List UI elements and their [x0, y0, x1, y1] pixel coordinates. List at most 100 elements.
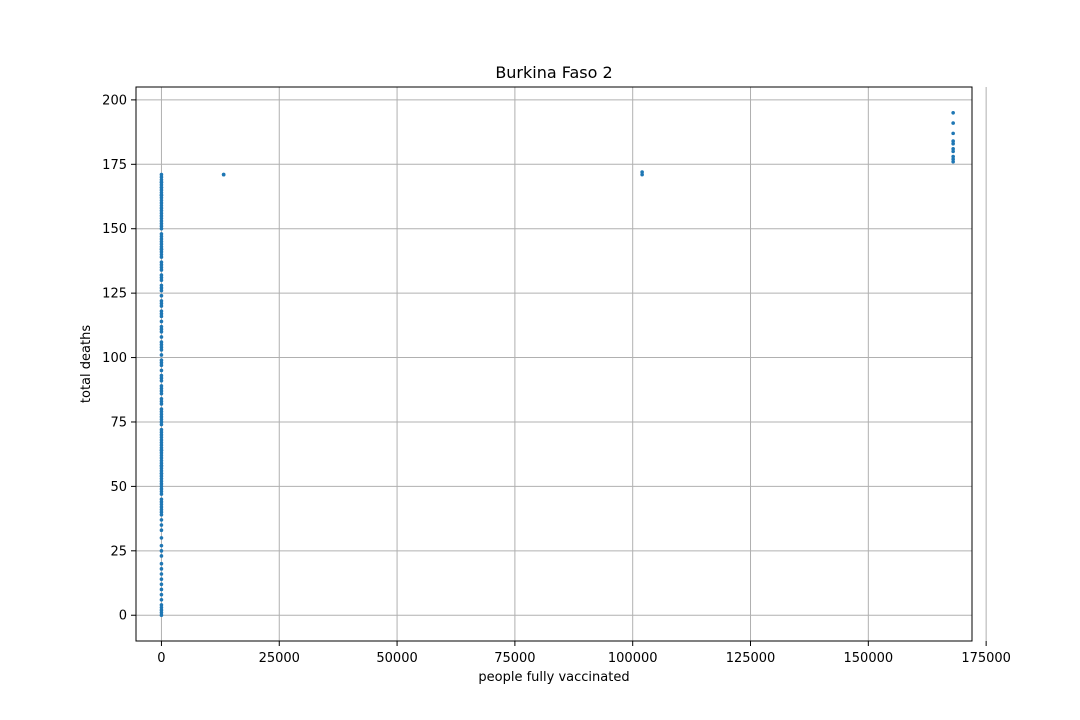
data-point — [159, 319, 164, 324]
data-point — [159, 507, 164, 512]
data-point — [159, 445, 164, 450]
grid-lines — [136, 87, 987, 641]
data-point — [159, 273, 164, 277]
data-point — [159, 536, 164, 540]
data-point — [159, 198, 164, 203]
data-point — [159, 422, 164, 427]
data-point — [159, 196, 164, 200]
data-point — [159, 409, 164, 414]
data-point — [159, 476, 164, 481]
data-point — [159, 353, 164, 357]
data-point — [159, 324, 164, 329]
data-point — [159, 603, 164, 607]
data-point — [951, 154, 955, 159]
data-point — [159, 211, 164, 216]
data-point — [159, 299, 164, 303]
data-point — [159, 417, 164, 422]
data-point — [159, 492, 164, 496]
data-point — [159, 311, 164, 316]
data-point — [159, 438, 164, 442]
data-point — [159, 335, 164, 339]
data-point — [159, 309, 164, 313]
data-points — [159, 110, 955, 618]
data-point — [159, 345, 164, 350]
data-point — [159, 386, 164, 391]
data-point — [159, 242, 164, 246]
y-tick-label: 175 — [102, 158, 127, 173]
data-point — [159, 247, 164, 252]
data-point — [159, 561, 164, 566]
data-point — [159, 528, 164, 532]
data-point — [951, 149, 955, 154]
data-point — [159, 597, 164, 602]
data-point — [159, 456, 164, 460]
data-point — [159, 283, 164, 288]
y-tick-label: 150 — [102, 222, 127, 237]
data-point — [159, 177, 164, 182]
data-point — [159, 250, 164, 254]
data-point — [159, 448, 164, 453]
data-point — [159, 175, 164, 179]
data-point — [159, 458, 164, 463]
data-point — [159, 402, 164, 406]
data-point — [159, 329, 164, 334]
data-point — [159, 608, 164, 612]
data-point — [159, 523, 164, 527]
data-point — [159, 605, 164, 610]
y-tick-label: 200 — [102, 93, 127, 108]
data-point — [159, 275, 164, 280]
data-point — [159, 304, 164, 308]
data-point — [159, 327, 164, 332]
data-point — [951, 157, 955, 161]
data-point — [159, 518, 164, 522]
data-point — [159, 363, 164, 368]
data-point — [951, 131, 955, 136]
x-tick-label: 150000 — [844, 651, 894, 666]
data-point — [159, 224, 164, 228]
chart-title: Burkina Faso 2 — [495, 63, 612, 82]
data-point — [159, 396, 164, 401]
data-point — [640, 172, 644, 177]
data-point — [159, 415, 164, 419]
data-point — [159, 461, 164, 466]
data-point — [159, 373, 164, 378]
data-point — [159, 466, 164, 471]
data-point — [159, 234, 164, 239]
data-point — [159, 592, 164, 597]
data-point — [159, 427, 164, 432]
data-point — [159, 360, 164, 365]
data-point — [159, 407, 164, 411]
data-point — [159, 497, 164, 502]
data-point — [159, 474, 164, 478]
data-point — [159, 443, 164, 447]
data-point — [159, 378, 164, 383]
data-point — [159, 301, 164, 306]
data-point — [159, 368, 164, 373]
data-point — [159, 587, 164, 592]
data-point — [159, 232, 164, 236]
data-point — [159, 190, 164, 195]
data-point — [159, 185, 164, 190]
data-point — [159, 391, 164, 396]
y-tick-label: 75 — [110, 415, 127, 430]
x-tick-label: 25000 — [259, 651, 300, 666]
data-point — [159, 471, 164, 476]
y-tick-label: 125 — [102, 287, 127, 302]
data-point — [159, 342, 164, 347]
data-point — [159, 384, 164, 388]
data-point — [951, 139, 955, 143]
data-point — [159, 214, 164, 218]
data-point — [159, 219, 164, 223]
data-point — [159, 221, 164, 226]
data-point — [159, 239, 164, 244]
x-tick-label: 175000 — [961, 651, 1011, 666]
data-point — [159, 487, 164, 491]
data-point — [951, 159, 955, 164]
data-point — [159, 203, 164, 208]
x-tick-label: 75000 — [494, 651, 535, 666]
data-point — [159, 500, 164, 504]
data-point — [159, 188, 164, 192]
data-point — [159, 278, 164, 283]
